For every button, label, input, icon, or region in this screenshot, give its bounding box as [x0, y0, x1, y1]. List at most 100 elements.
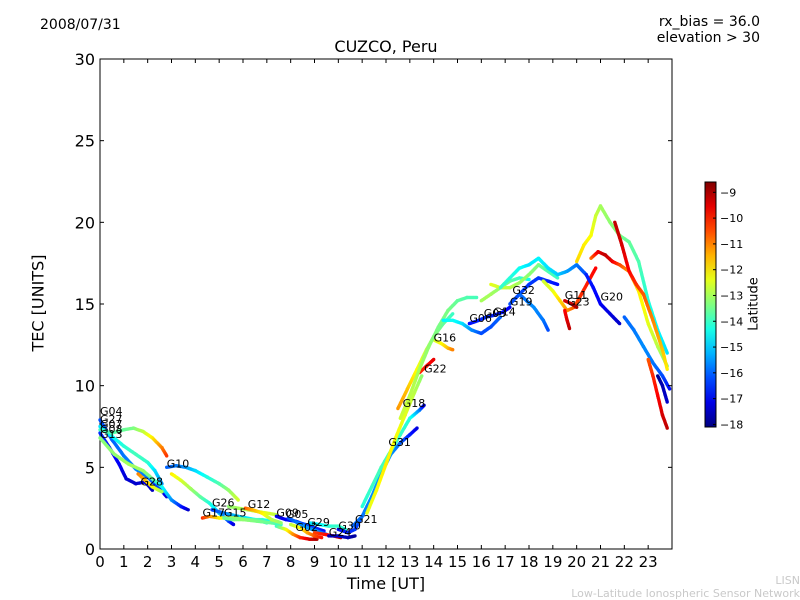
track-36-point: [575, 305, 579, 309]
track-26-point: [451, 348, 455, 352]
satellite-label-G27: G27: [100, 413, 123, 426]
track-42-point: [667, 387, 672, 391]
rx-bias-label: rx_bias = 36.0: [658, 14, 760, 30]
satellite-label-G15: G15: [224, 506, 247, 519]
track-34-point: [546, 328, 550, 332]
x-tick-label: 0: [95, 553, 105, 571]
y-tick-label: 5: [85, 458, 95, 477]
track-6-point: [236, 498, 240, 502]
x-tick-label: 10: [329, 553, 348, 571]
satellite-label-G08: G08: [100, 423, 123, 436]
x-tick-label: 19: [543, 553, 562, 571]
colorbar-tick-label: −16: [720, 367, 743, 380]
colorbar-tick-label: −12: [720, 264, 743, 277]
track-33-point: [555, 282, 560, 287]
satellite-label-G06: G06: [469, 312, 492, 325]
y-tick-label: 15: [75, 295, 95, 314]
colorbar-tick-label: −18: [720, 418, 743, 431]
colorbar-tick-label: −14: [720, 315, 743, 328]
satellite-label-G18: G18: [403, 397, 426, 410]
track-12-point: [279, 521, 283, 525]
x-tick-label: 3: [167, 553, 177, 571]
satellite-label-G32: G32: [512, 284, 535, 297]
track-4-point: [186, 508, 190, 512]
track-3-point: [165, 454, 169, 458]
track-43-point: [665, 426, 669, 430]
satellite-label-G30: G30: [338, 519, 361, 532]
x-tick-label: 15: [448, 553, 467, 571]
satellite-label-G13: G13: [100, 428, 123, 441]
satellite-label-G17: G17: [202, 506, 225, 519]
satellite-label-G16: G16: [434, 332, 457, 345]
x-tick-label: 5: [214, 553, 224, 571]
x-tick-label: 16: [472, 553, 491, 571]
date-label: 2008/07/31: [40, 17, 121, 33]
x-tick-label: 8: [286, 553, 296, 571]
satellite-label-G21: G21: [355, 513, 378, 526]
track-0-point: [150, 488, 155, 492]
satellite-label-G03: G03: [484, 307, 507, 320]
track-24-point: [451, 312, 455, 316]
x-tick-label: 4: [191, 553, 201, 571]
y-tick-label: 30: [75, 50, 95, 69]
track-35-point: [594, 266, 598, 270]
track-23-point: [420, 374, 424, 378]
track-21-point: [415, 426, 419, 430]
track-19-point: [353, 534, 357, 538]
x-tick-label: 17: [496, 553, 515, 571]
track-44-point: [665, 400, 669, 404]
footer-line-1: LISN: [775, 574, 800, 587]
x-tick-label: 18: [519, 553, 538, 571]
satellite-label-G11: G11: [565, 289, 588, 302]
x-tick-label: 12: [376, 553, 395, 571]
satellite-label-G20: G20: [601, 291, 624, 304]
x-tick-label: 13: [400, 553, 419, 571]
satellite-label-G10: G10: [167, 457, 190, 470]
track-37-point: [567, 326, 572, 331]
x-tick-label: 20: [567, 553, 586, 571]
track-41-point: [665, 367, 669, 371]
x-tick-label: 14: [424, 553, 443, 571]
track-27-point: [474, 295, 479, 300]
track-39-point: [617, 321, 622, 326]
track-38-point: [665, 351, 669, 355]
colorbar-tick-label: −9: [720, 186, 736, 199]
satellite-label-G26: G26: [212, 497, 235, 510]
colorbar-tick-label: −11: [720, 238, 743, 251]
satellite-label-G31: G31: [388, 436, 411, 449]
footer-credit: LISN Low-Latitude Ionospheric Sensor Net…: [571, 574, 800, 600]
colorbar-tick-label: −15: [720, 341, 743, 354]
y-tick-label: 0: [85, 540, 95, 559]
x-tick-label: 7: [262, 553, 272, 571]
receiver-info: rx_bias = 36.0 elevation > 30: [657, 14, 760, 46]
track-5-point: [160, 490, 164, 494]
y-tick-label: 25: [75, 132, 95, 151]
satellite-label-G22: G22: [424, 363, 447, 376]
satellite-label-G24: G24: [329, 526, 352, 539]
x-tick-label: 22: [615, 553, 634, 571]
x-tick-label: 21: [591, 553, 610, 571]
colorbar-tick-label: −13: [720, 289, 743, 302]
y-tick-label: 10: [75, 377, 95, 396]
x-tick-label: 11: [353, 553, 372, 571]
satellite-label-G14: G14: [493, 305, 516, 318]
y-tick-label: 20: [75, 213, 95, 232]
footer-line-2: Low-Latitude Ionospheric Sensor Network: [571, 587, 800, 600]
satellite-label-G07: G07: [100, 418, 123, 431]
colorbar: [704, 181, 717, 428]
satellite-label-G28: G28: [141, 475, 164, 488]
track-16-point: [319, 535, 324, 540]
satellite-label-G02: G02: [295, 521, 318, 534]
track-29-point: [508, 305, 512, 309]
colorbar-tick-label: −10: [720, 212, 743, 225]
x-tick-label: 2: [143, 553, 153, 571]
elevation-label: elevation > 30: [656, 30, 760, 46]
track-25-point: [432, 357, 436, 362]
satellite-label-G05: G05: [286, 508, 309, 521]
track-22-point: [422, 403, 426, 407]
chart-title: CUZCO, Peru: [334, 37, 438, 56]
track-28-point: [498, 315, 503, 319]
x-tick-label: 23: [639, 553, 658, 571]
satellite-label-G29: G29: [307, 516, 330, 529]
